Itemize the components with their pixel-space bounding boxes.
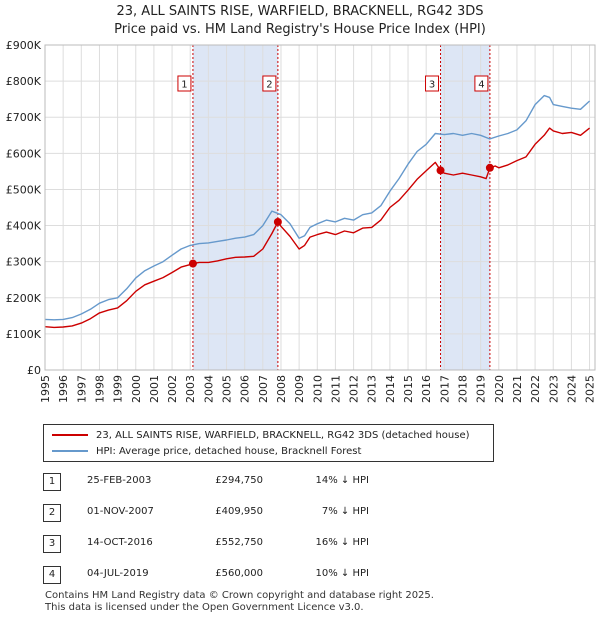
x-tick-label: 1997: [75, 375, 88, 403]
y-tick-label: £300K: [6, 256, 42, 269]
sale-point: [436, 166, 445, 175]
x-tick-label: 2014: [384, 375, 397, 403]
transaction-row: 3 14-OCT-2016 £552,750 16% ↓ HPI: [43, 535, 483, 553]
y-tick-label: £800K: [6, 75, 42, 88]
footer-license: This data is licensed under the Open Gov…: [45, 602, 364, 613]
chart-subtitle: Price paid vs. HM Land Registry's House …: [114, 22, 486, 37]
sale-period-shade: [192, 45, 278, 370]
x-tick-label: 2000: [130, 375, 143, 403]
x-tick-label: 2012: [348, 375, 361, 403]
sale-number-label: 4: [478, 80, 484, 91]
x-tick-label: 2016: [420, 375, 433, 403]
y-tick-label: £400K: [6, 220, 42, 233]
transaction-price: £409,950: [215, 506, 263, 517]
transaction-date: 04-JUL-2019: [87, 568, 149, 579]
transaction-price: £560,000: [215, 568, 263, 579]
legend-label-property: 23, ALL SAINTS RISE, WARFIELD, BRACKNELL…: [96, 429, 470, 441]
x-tick-label: 2018: [456, 375, 469, 403]
sale-number-box: [474, 75, 489, 92]
sale-number-box: [262, 75, 277, 92]
sale-period-shade: [440, 45, 490, 370]
x-tick-label: 2013: [366, 375, 379, 403]
sale-number-label: 3: [429, 80, 435, 91]
x-tick-label: 2003: [184, 375, 197, 403]
transaction-row: 2 01-NOV-2007 £409,950 7% ↓ HPI: [43, 504, 483, 522]
legend-line-property: [52, 434, 88, 436]
property-series-line: [44, 127, 591, 329]
transaction-number: 3: [43, 535, 61, 553]
x-tick-label: 2004: [202, 375, 215, 403]
x-tick-label: 2008: [275, 375, 288, 403]
transaction-row: 4 04-JUL-2019 £560,000 10% ↓ HPI: [43, 566, 483, 584]
transaction-hpi: 14% ↓ HPI: [315, 475, 369, 486]
sale-number-label: 1: [181, 80, 187, 91]
chart-title: 23, ALL SAINTS RISE, WARFIELD, BRACKNELL…: [116, 4, 484, 19]
x-tick-label: 2001: [148, 375, 161, 403]
y-tick-label: £900K: [6, 39, 42, 52]
x-tick-label: 2002: [166, 375, 179, 403]
transaction-hpi: 7% ↓ HPI: [321, 506, 369, 517]
hpi-series-line: [44, 94, 591, 321]
sale-point: [485, 163, 494, 172]
y-tick-label: £600K: [6, 147, 42, 160]
y-tick-label: £700K: [6, 111, 42, 124]
transaction-price: £294,750: [215, 475, 263, 486]
sale-point: [188, 259, 197, 268]
legend-item-property: 23, ALL SAINTS RISE, WARFIELD, BRACKNELL…: [52, 428, 470, 442]
x-tick-label: 2020: [493, 375, 506, 403]
x-tick-label: 2010: [311, 375, 324, 403]
transaction-date: 14-OCT-2016: [87, 537, 153, 548]
y-tick-label: £200K: [6, 292, 42, 305]
y-tick-label: £0: [27, 364, 41, 377]
x-tick-label: 2005: [221, 375, 234, 403]
x-tick-label: 2009: [293, 375, 306, 403]
transaction-number: 1: [43, 473, 61, 491]
x-tick-label: 1996: [57, 375, 70, 403]
x-tick-label: 2021: [511, 375, 524, 403]
x-tick-label: 2022: [529, 375, 542, 403]
x-tick-label: 1998: [93, 375, 106, 403]
x-tick-label: 1995: [39, 375, 52, 403]
x-tick-label: 2007: [257, 375, 270, 403]
transaction-hpi: 10% ↓ HPI: [315, 568, 369, 579]
transaction-hpi: 16% ↓ HPI: [315, 537, 369, 548]
plot-area: [45, 45, 595, 370]
x-tick-label: 2006: [239, 375, 252, 403]
transaction-price: £552,750: [215, 537, 263, 548]
x-tick-label: 2011: [329, 375, 342, 403]
sale-number-box: [425, 75, 440, 92]
x-tick-label: 2017: [438, 375, 451, 403]
legend-label-hpi: HPI: Average price, detached house, Brac…: [96, 445, 362, 457]
chart-legend: 23, ALL SAINTS RISE, WARFIELD, BRACKNELL…: [43, 424, 494, 462]
plot-border: [44, 44, 596, 371]
price-chart: £0 £100K £200K £300K £400K £500K £600K £700K £80…: [6, 39, 597, 403]
transaction-number: 4: [43, 566, 61, 584]
y-tick-label: £100K: [6, 328, 42, 341]
footer-copyright: Contains HM Land Registry data © Crown c…: [45, 590, 434, 601]
transaction-date: 01-NOV-2007: [87, 506, 154, 517]
sale-point: [273, 217, 282, 226]
x-tick-label: 2023: [547, 375, 560, 403]
y-tick-label: £500K: [6, 183, 42, 196]
x-tick-label: 2025: [584, 375, 597, 403]
transaction-date: 25-FEB-2003: [87, 475, 152, 486]
legend-item-hpi: HPI: Average price, detached house, Brac…: [52, 444, 361, 458]
x-tick-label: 2019: [475, 375, 488, 403]
x-tick-label: 2015: [402, 375, 415, 403]
x-tick-label: 2024: [565, 375, 578, 403]
legend-line-hpi: [52, 450, 88, 452]
transaction-row: 1 25-FEB-2003 £294,750 14% ↓ HPI: [43, 473, 483, 491]
sale-number-box: [177, 75, 192, 92]
x-tick-label: 1999: [112, 375, 125, 403]
sale-number-label: 2: [266, 80, 272, 91]
transaction-number: 2: [43, 504, 61, 522]
